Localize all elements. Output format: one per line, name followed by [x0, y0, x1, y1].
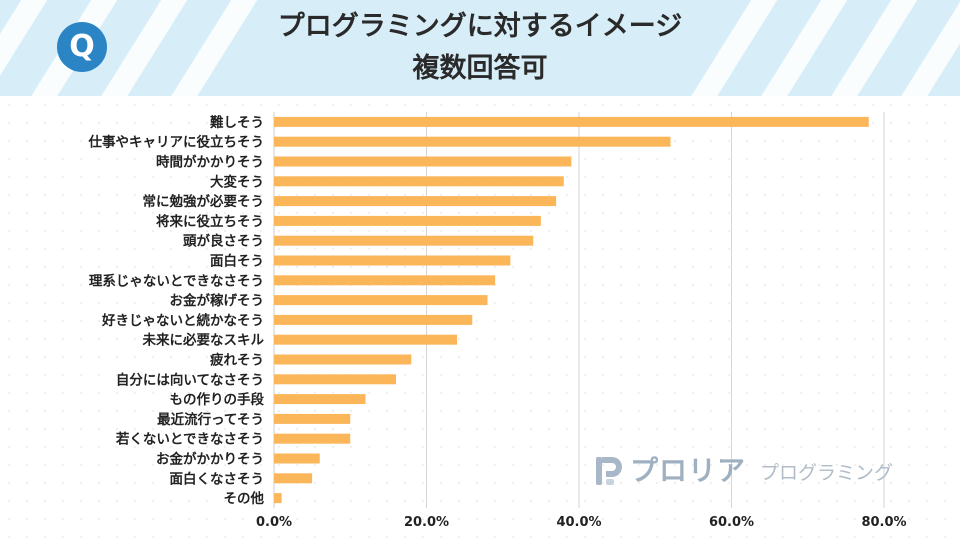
category-label: 面白そう [210, 253, 264, 270]
page-title: プログラミングに対するイメージ 複数回答可 [0, 6, 960, 90]
category-label: 大変そう [210, 173, 264, 190]
logo-brand-text: プロリア [630, 454, 747, 487]
bar [274, 413, 351, 424]
category-label: もの作りの手段 [170, 391, 265, 408]
category-label: 最近流行ってそう [157, 411, 264, 428]
bar [274, 255, 511, 266]
bar [274, 374, 396, 385]
category-label: 疲れそう [210, 352, 264, 369]
bar [274, 334, 457, 345]
category-label: 常に勉強が必要そう [143, 193, 265, 210]
brand-logo: プロリア プログラミング [594, 452, 914, 492]
bar [274, 235, 534, 246]
logo-mark-icon [596, 457, 622, 485]
bar [274, 215, 541, 226]
category-label: 若くないとできなさそう [115, 431, 264, 448]
header-banner: Q プログラミングに対するイメージ 複数回答可 [0, 0, 960, 96]
title-line-1: プログラミングに対するイメージ [277, 11, 683, 42]
category-label: お金がかかりそう [156, 451, 264, 468]
category-label: 好きじゃないと続かなそう [101, 312, 264, 329]
x-tick-label: 80.0% [861, 515, 906, 530]
bar [274, 196, 557, 207]
category-label: 時間がかかりそう [156, 154, 264, 171]
question-badge-icon: Q [57, 22, 107, 72]
category-label: 仕事やキャリアに役立ちそう [88, 134, 265, 151]
bar [274, 433, 351, 444]
bar [274, 275, 496, 286]
bar [274, 394, 366, 405]
dotted-background [0, 96, 960, 540]
bar [274, 116, 869, 127]
category-label: 将来に役立ちそう [156, 213, 264, 230]
bar [274, 176, 564, 187]
category-label: 面白くなさそう [170, 470, 265, 487]
bar [274, 295, 488, 306]
title-line-2: 複数回答可 [412, 53, 548, 84]
category-label: 自分には向いてなさそう [116, 371, 264, 388]
bar [274, 314, 473, 325]
bar [274, 493, 282, 504]
category-label: お金が稼げそう [170, 292, 265, 309]
bar [274, 354, 412, 365]
x-tick-label: 0.0% [256, 515, 292, 530]
bar [274, 136, 671, 147]
bar [274, 473, 313, 484]
x-tick-label: 40.0% [556, 515, 601, 530]
bar [274, 156, 572, 167]
category-label: 頭が良さそう [183, 233, 264, 250]
bar [274, 453, 320, 464]
x-tick-label: 20.0% [404, 515, 449, 530]
category-label: 未来に必要なスキル [143, 332, 265, 349]
category-label: 理系じゃないとできなさそう [89, 272, 264, 289]
x-tick-label: 60.0% [709, 515, 754, 530]
category-label: その他 [224, 490, 265, 507]
category-label: 難しそう [210, 114, 264, 131]
logo-sub-text: プログラミング [760, 462, 894, 484]
